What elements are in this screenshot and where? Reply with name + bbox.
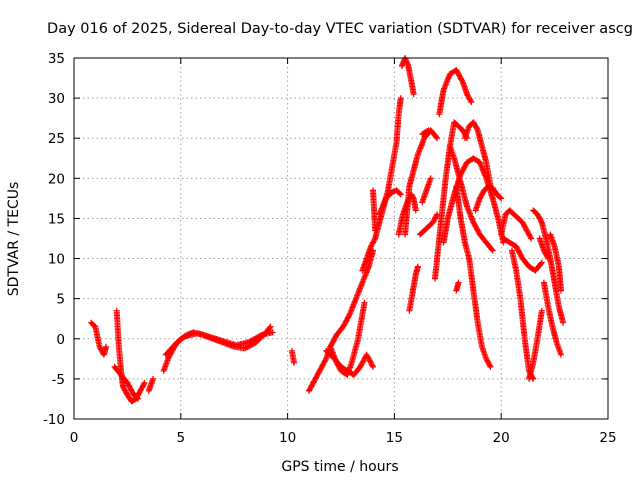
data-point-markers: [498, 207, 535, 242]
series-arc-21: [432, 119, 470, 282]
series-arc-20: [419, 127, 432, 138]
series-arc-18: [417, 211, 441, 238]
series-arc-36: [540, 279, 564, 358]
data-point-markers: [306, 299, 368, 394]
x-tick-label: 10: [279, 430, 296, 446]
series-arc-28: [466, 255, 494, 370]
data-point-markers: [453, 279, 462, 294]
series-arc-6: [162, 329, 276, 358]
y-tick-label: 0: [56, 332, 65, 348]
y-tick-labels: -10 -5 0 5 10 15 20 25 30 35: [43, 51, 65, 428]
y-tick-label: 25: [48, 131, 65, 147]
data-point-markers: [398, 55, 417, 98]
series-arc-30: [498, 207, 535, 242]
x-tick-label: 25: [599, 430, 616, 446]
data-points: [88, 55, 567, 405]
data-point-markers: [436, 67, 475, 118]
data-point-markers: [376, 187, 404, 218]
series-arc-32: [508, 247, 537, 382]
y-tick-label: 35: [48, 51, 65, 67]
data-point-markers: [440, 155, 507, 246]
series-arc-11: [359, 95, 404, 274]
data-point-markers: [162, 329, 276, 358]
y-tick-label: 10: [48, 252, 65, 268]
data-point-markers: [472, 183, 505, 214]
x-axis-label: GPS time / hours: [281, 459, 398, 475]
series-arc-35: [536, 235, 552, 262]
x-tick-labels: 0 5 10 15 20 25: [70, 430, 617, 446]
series-arc-24: [446, 143, 496, 254]
series-arc-12: [370, 187, 379, 234]
data-point-markers: [406, 263, 421, 314]
data-point-markers: [370, 187, 379, 234]
data-point-markers: [540, 279, 564, 358]
y-tick-label: 5: [56, 292, 65, 308]
series-arc-9: [323, 347, 376, 378]
series-arc-3: [111, 363, 142, 402]
data-point-markers: [419, 175, 434, 206]
data-point-markers: [359, 95, 404, 274]
y-tick-label: 30: [48, 91, 65, 107]
series-arc-4: [145, 375, 156, 394]
data-point-markers: [323, 347, 376, 378]
x-tick-label: 0: [70, 430, 79, 446]
series-arc-13: [376, 187, 404, 218]
data-point-markers: [288, 347, 297, 366]
series-arc-29: [472, 183, 505, 214]
axis-ticks: [73, 57, 609, 420]
series-arc-15: [398, 55, 417, 98]
series-arc-37: [547, 231, 564, 294]
data-point-markers: [536, 235, 552, 262]
data-point-markers: [446, 143, 496, 254]
data-point-markers: [111, 363, 142, 402]
data-point-markers: [327, 247, 376, 350]
series-arc-33: [526, 307, 545, 382]
data-point-markers: [500, 235, 545, 274]
series-arc-16: [406, 263, 421, 314]
series-arc-5: [160, 323, 274, 374]
data-point-markers: [508, 247, 537, 382]
series-arc-27: [461, 119, 494, 190]
series-arc-25: [453, 183, 473, 262]
y-tick-label: -10: [43, 412, 65, 428]
series-arc-1: [88, 319, 109, 358]
data-point-markers: [88, 319, 109, 358]
data-point-markers: [160, 323, 274, 374]
x-tick-label: 15: [386, 430, 403, 446]
series-arc-8: [306, 299, 368, 394]
y-tick-label: 20: [48, 171, 65, 187]
series-arc-31: [500, 235, 545, 274]
data-point-markers: [461, 119, 494, 190]
data-point-markers: [432, 119, 470, 282]
x-tick-label: 5: [177, 430, 186, 446]
data-point-markers: [145, 375, 156, 394]
data-point-markers: [466, 255, 494, 370]
series-arc-10: [327, 247, 376, 350]
data-point-markers: [547, 231, 564, 294]
data-point-markers: [453, 183, 473, 262]
plot-frame: [73, 57, 609, 420]
series-arc-22: [436, 67, 475, 118]
series-arc-19: [419, 175, 434, 206]
x-tick-label: 20: [493, 430, 510, 446]
data-point-markers: [526, 307, 545, 382]
data-point-markers: [419, 127, 432, 138]
data-point-markers: [417, 211, 441, 238]
series-arc-23: [440, 155, 507, 246]
chart-title: Day 016 of 2025, Sidereal Day-to-day VTE…: [47, 21, 633, 37]
series-arc-7: [288, 347, 297, 366]
series-arc-26: [453, 279, 462, 294]
y-tick-label: 15: [48, 211, 65, 227]
y-tick-label: -5: [52, 372, 65, 388]
y-axis-label: SDTVAR / TECUs: [6, 182, 22, 297]
